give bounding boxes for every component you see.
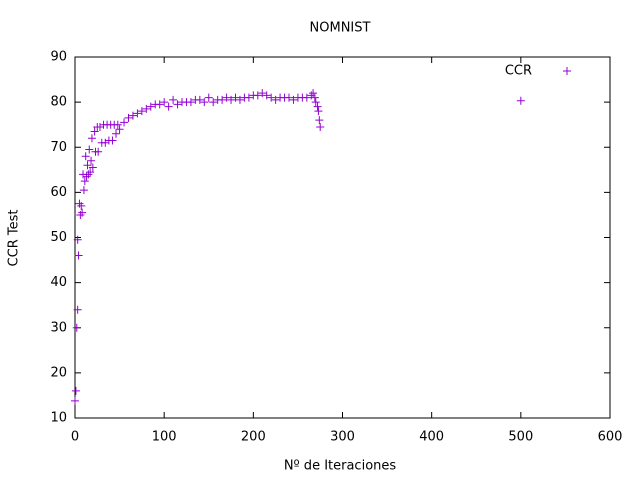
data-point	[160, 98, 169, 107]
y-tick-label: 30	[50, 320, 67, 335]
data-point	[186, 98, 195, 107]
x-tick-label: 300	[330, 430, 355, 445]
x-tick-label: 400	[419, 430, 444, 445]
data-point	[137, 107, 146, 116]
data-point	[84, 170, 93, 179]
y-tick-label: 60	[50, 185, 67, 200]
data-point	[75, 199, 84, 208]
data-point	[262, 91, 271, 100]
data-point	[244, 93, 253, 102]
y-axis-label: CCR Test	[7, 210, 22, 267]
data-point	[86, 168, 95, 177]
data-point	[200, 98, 209, 107]
data-point	[231, 93, 240, 102]
data-point	[77, 201, 86, 210]
data-point	[173, 100, 182, 109]
y-tick-label: 80	[50, 95, 67, 110]
plot-frame	[74, 56, 611, 419]
data-point	[142, 104, 151, 113]
data-point	[285, 93, 293, 102]
data-point	[235, 95, 244, 104]
data-point	[310, 93, 319, 102]
data-point	[169, 95, 178, 104]
data-point	[222, 93, 231, 102]
chart-title: NOMNIST	[310, 21, 371, 36]
x-tick-label: 500	[508, 430, 533, 445]
data-point	[209, 98, 218, 107]
data-point	[72, 323, 81, 332]
data-point	[195, 95, 204, 104]
data-point	[73, 235, 82, 244]
y-tick-label: 10	[50, 411, 67, 426]
data-point	[90, 127, 99, 136]
data-point	[83, 161, 92, 170]
data-point	[133, 109, 142, 118]
data-point	[309, 89, 318, 98]
legend-marker	[563, 67, 571, 75]
x-tick-label: 600	[598, 430, 623, 445]
data-point	[112, 129, 121, 138]
data-point	[316, 122, 325, 131]
y-tick-label: 20	[50, 365, 67, 380]
data-point	[516, 96, 525, 105]
data-point	[108, 136, 117, 145]
x-tick-label: 200	[241, 430, 266, 445]
data-point	[204, 93, 213, 102]
data-point	[71, 386, 80, 395]
data-point	[87, 156, 96, 165]
data-point	[155, 100, 164, 109]
x-axis-label: Nº de Iteraciones	[284, 459, 397, 474]
data-point	[80, 177, 89, 186]
data-point	[73, 305, 82, 314]
data-point	[218, 95, 227, 104]
data-point	[101, 138, 110, 147]
data-point	[253, 91, 262, 100]
data-point	[271, 95, 280, 104]
data-point	[120, 118, 129, 127]
data-point	[313, 102, 322, 111]
data-point	[74, 251, 83, 260]
data-point	[94, 147, 103, 156]
data-point	[289, 95, 298, 104]
data-point	[267, 93, 276, 102]
data-point	[85, 145, 94, 154]
data-point	[146, 102, 155, 111]
data-point	[113, 120, 122, 129]
data-point	[315, 116, 324, 125]
data-point	[311, 98, 320, 107]
data-point	[227, 95, 236, 104]
y-tick-label: 90	[50, 50, 67, 65]
data-point	[164, 102, 173, 111]
data-point	[78, 208, 87, 217]
data-point	[71, 396, 79, 405]
data-point	[307, 91, 316, 100]
y-tick-label: 50	[50, 230, 67, 245]
data-point	[79, 186, 88, 195]
data-point	[82, 172, 91, 181]
data-point	[314, 107, 323, 116]
data-point	[258, 89, 267, 98]
data-point	[76, 210, 85, 219]
data-point	[87, 134, 96, 143]
data-point	[81, 152, 90, 161]
y-tick-label: 40	[50, 275, 67, 290]
data-point	[124, 113, 133, 122]
legend-label: CCR	[505, 64, 532, 79]
data-point	[88, 163, 97, 172]
data-point	[128, 111, 137, 120]
x-tick-label: 0	[71, 430, 79, 445]
data-point	[115, 125, 124, 134]
data-point	[302, 93, 311, 102]
x-tick-label: 100	[152, 430, 177, 445]
y-tick-label: 70	[50, 140, 67, 155]
